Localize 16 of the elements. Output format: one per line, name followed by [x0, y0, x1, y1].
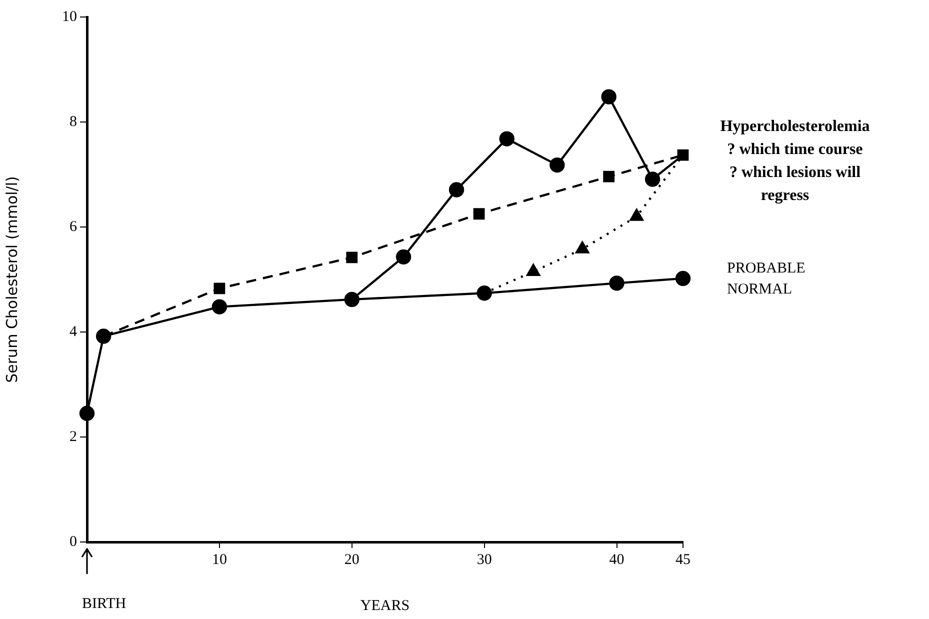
text: BIRTH [82, 596, 126, 612]
x-axis-title: YEARS [360, 598, 410, 614]
x-tick-label: 30 [476, 552, 492, 568]
y-tick-label: 6 [70, 218, 78, 235]
text: PROBABLE NORMAL [727, 260, 806, 298]
x-tick-label: 45 [676, 552, 690, 568]
y-tick-label: 10 [62, 8, 77, 25]
x-tick-label: 20 [344, 552, 360, 568]
y-tick-label: 8 [70, 114, 77, 130]
x-tick-label: 40 [609, 552, 624, 568]
y-tick-label: 0 [70, 534, 77, 550]
y-axis-title: Serum Cholesterol (mmol/l) [2, 176, 21, 383]
text: Hypercholesterolemia ? which time course ? which lesions will regress [720, 118, 870, 204]
y-tick-label: 2 [70, 428, 77, 445]
y-tick-label: 4 [70, 324, 78, 340]
x-tick-label: 10 [212, 552, 227, 568]
